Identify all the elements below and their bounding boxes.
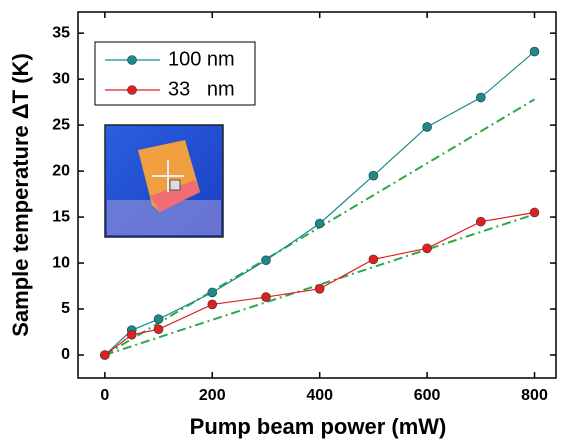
point (314, 283, 325, 294)
point (207, 299, 218, 310)
point (261, 292, 271, 302)
point (476, 216, 486, 227)
y-tick-label: 20 (52, 162, 70, 179)
point (476, 92, 486, 103)
y-tick-label: 30 (52, 70, 70, 87)
series-line (104, 51, 535, 356)
x-tick-label: 200 (199, 387, 226, 404)
point (153, 314, 164, 324)
plot-frame (77, 11, 557, 379)
x-tick-label: 600 (414, 387, 441, 404)
y-tick-label: 5 (61, 300, 70, 317)
y-tick-label: 10 (52, 254, 70, 271)
legend-box (94, 41, 256, 106)
point (207, 287, 218, 298)
y-tick-label: 15 (52, 208, 70, 225)
point (261, 255, 271, 266)
point (368, 254, 379, 265)
x-tick-label: 0 (100, 387, 109, 404)
y-tick-label: 35 (52, 24, 70, 41)
x-tick-label: 800 (521, 387, 548, 404)
point (126, 329, 137, 340)
point (422, 122, 432, 132)
y-tick-label: 0 (61, 346, 70, 363)
point (100, 350, 110, 360)
point (422, 243, 432, 254)
point (153, 324, 164, 335)
legend-marker (127, 55, 137, 65)
legend-label: 33 nm (168, 78, 235, 100)
point (529, 46, 540, 57)
point (368, 170, 379, 181)
point (314, 218, 325, 229)
series-line (104, 211, 535, 356)
legend-marker (127, 85, 137, 95)
y-axis-label: Sample temperature ΔT (K) (8, 53, 33, 337)
legend-label: 100 nm (168, 48, 235, 70)
inset-image (104, 124, 224, 238)
point (529, 207, 540, 218)
x-tick-label: 400 (306, 387, 333, 404)
x-axis-label: Pump beam power (mW) (190, 414, 447, 439)
y-tick-label: 25 (52, 116, 70, 133)
